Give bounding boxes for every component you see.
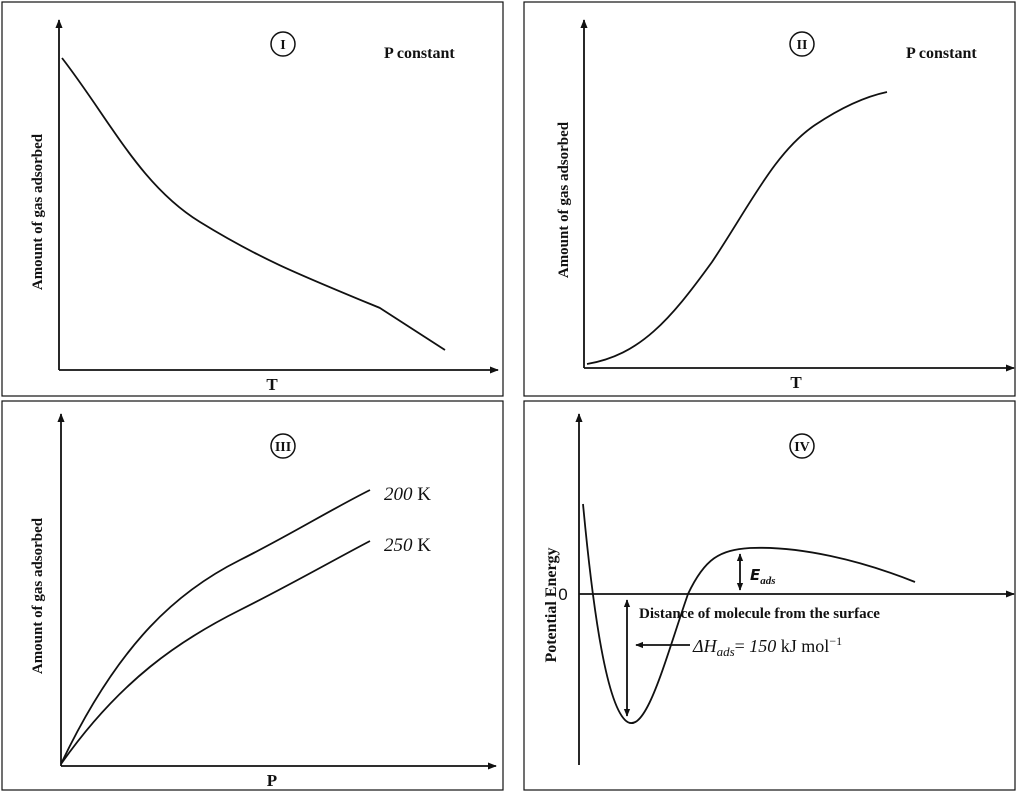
panel-4-zero-label: 0 (558, 585, 567, 604)
panel-3-label-250k: 250 K (384, 535, 431, 556)
panel-4-dh-label: ΔHads= 150 kJ mol−1 (692, 634, 842, 659)
panel-4-x-label: Distance of molecule from the surface (639, 606, 880, 622)
panel-2-curve (586, 91, 888, 365)
panel-3-x-label: P (267, 771, 277, 790)
panel-4-dh-value: 150 (749, 636, 776, 656)
panel-3-label-250k-unit: K (417, 535, 431, 556)
panel-3-number-circle (270, 433, 296, 459)
panel-1-note: P constant (384, 45, 455, 62)
panel-1-curve (61, 57, 446, 351)
panel-4-dh-exponent: −1 (829, 634, 842, 648)
panel-4-y-label: Potential Energy (543, 547, 560, 662)
panel-3-label-200k-value: 200 (384, 484, 413, 505)
panel-3-label-200k: 200 K (384, 484, 431, 505)
panel-2-number: II (797, 38, 808, 53)
panel-3-frame (1, 400, 504, 791)
panel-2-x-label: T (790, 373, 802, 392)
panel-1-frame (1, 1, 504, 397)
panel-2-frame (523, 1, 1016, 397)
panel-3-number: III (275, 440, 291, 455)
panel-4-curve (582, 503, 916, 724)
panel-4-frame (523, 400, 1016, 791)
panel-1: I P constant Amount of gas adsorbed T (1, 1, 504, 397)
panel-2-y-label: Amount of gas adsorbed (556, 121, 572, 278)
panel-1-number: I (280, 38, 285, 53)
panel-2-note: P constant (906, 45, 977, 62)
panel-3: III 200 K 250 K Amount of gas adsorbed P (1, 400, 504, 791)
panel-2-number-circle (789, 31, 815, 57)
panel-1-x-label: T (266, 375, 278, 394)
panel-4-dh-unit: kJ mol (781, 636, 830, 656)
panel-3-label-250k-value: 250 (384, 535, 413, 556)
panel-2: II P constant Amount of gas adsorbed T (523, 1, 1016, 397)
panel-3-curve-250k (60, 540, 371, 765)
panel-4-ea-label: Eads (750, 566, 776, 587)
panel-4-dh-symbol: ΔH (692, 636, 718, 656)
panel-4-number: IV (794, 440, 810, 455)
panel-4-dh-subscript: ads (717, 644, 735, 659)
panel-3-curve-200k (60, 489, 371, 765)
panel-1-number-circle (270, 31, 296, 57)
panel-4-ea-symbol: E (750, 566, 761, 584)
panel-4: 0 IV Eads Distance of molecule from the … (523, 400, 1016, 791)
panel-4-ea-subscript: ads (760, 575, 775, 587)
panel-3-y-label: Amount of gas adsorbed (30, 517, 46, 674)
panel-4-number-circle (789, 433, 815, 459)
panel-3-label-200k-unit: K (417, 484, 431, 505)
panel-4-dh-equals: = (735, 636, 745, 656)
panel-1-y-label: Amount of gas adsorbed (30, 133, 46, 290)
